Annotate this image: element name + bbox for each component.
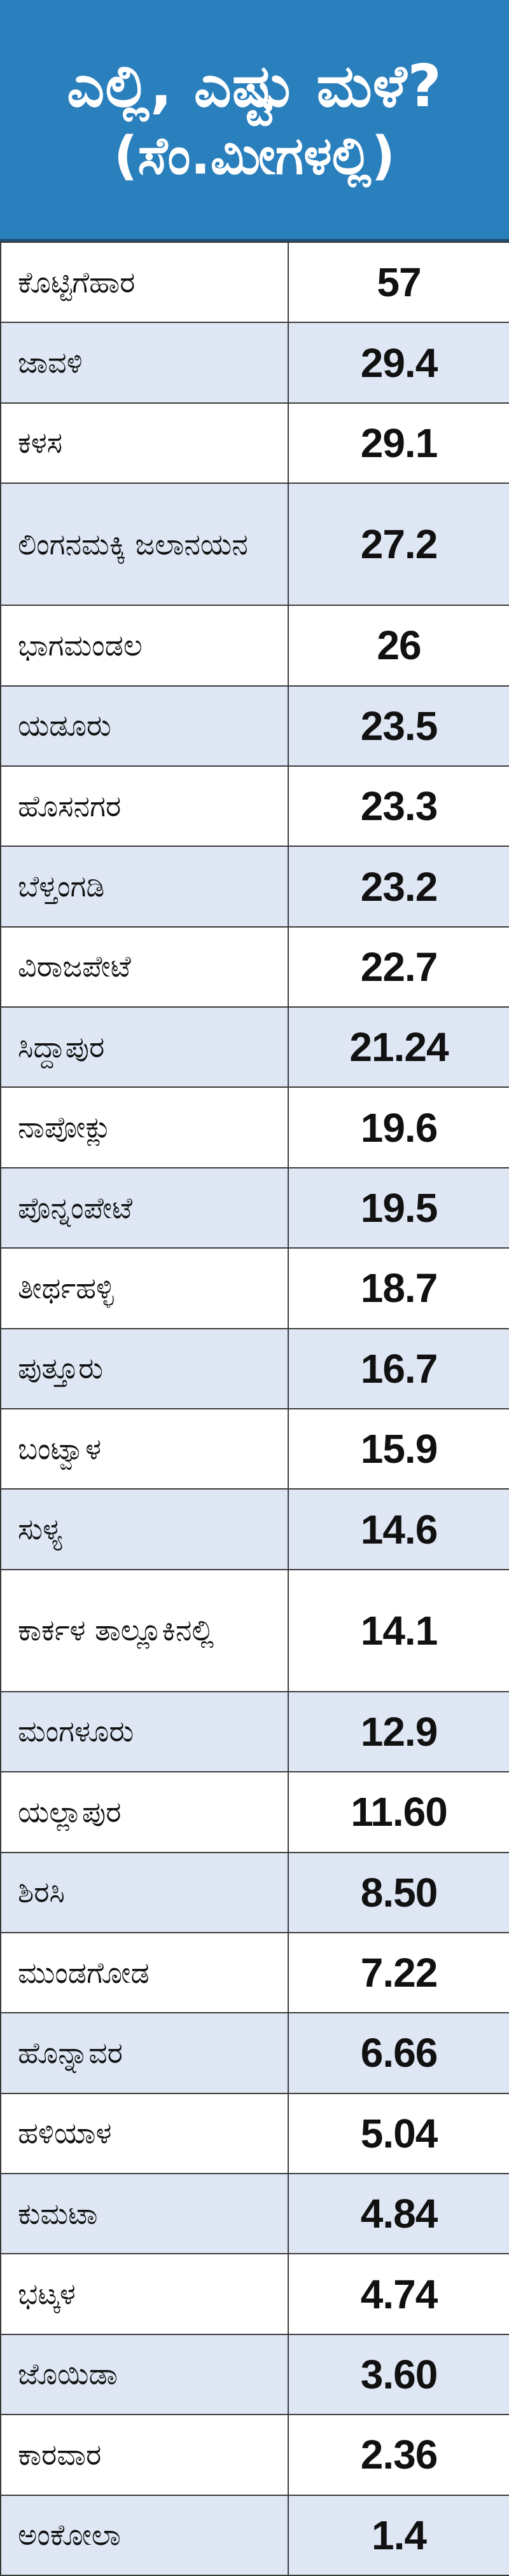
rainfall-value: 6.66: [288, 2012, 509, 2094]
table-row: ಹಳಿಯಾಳ 5.04: [0, 2092, 509, 2175]
rainfall-value: 5.04: [288, 2092, 509, 2175]
place-name: ಲಿಂಗನಮಕ್ಕಿ ಜಲಾನಯನ: [0, 483, 289, 606]
rainfall-value: 4.84: [288, 2173, 509, 2255]
table-row: ನಾಪೋಕ್ಲು 19.6: [0, 1086, 509, 1168]
rainfall-value: 26: [288, 605, 509, 687]
rainfall-value: 15.9: [288, 1408, 509, 1490]
rainfall-value: 7.22: [288, 1931, 509, 2014]
place-name: ಕಾರವಾರ: [0, 2414, 289, 2496]
place-name: ಯಲ್ಲಾಪುರ: [0, 1771, 289, 1853]
place-name: ಹಳಿಯಾಳ: [0, 2092, 289, 2175]
table-row: ಕಾರ್ಕಳ ತಾಲ್ಲೂಕಿನಲ್ಲಿ 14.1: [0, 1568, 509, 1692]
table-row: ಕೊಟ್ಟಿಗೆಹಾರ 57: [0, 241, 509, 324]
place-name: ಜೊಯಿಡಾ: [0, 2333, 289, 2416]
rainfall-value: 23.3: [288, 765, 509, 847]
rainfall-value: 14.1: [288, 1568, 509, 1692]
place-name: ಕುಮಟಾ: [0, 2173, 289, 2255]
rainfall-value: 22.7: [288, 926, 509, 1008]
place-name: ಪುತ್ತೂರು: [0, 1327, 289, 1409]
place-name: ಯಡೂರು: [0, 685, 289, 767]
place-name: ಬೆಳ್ತಂಗಡಿ: [0, 846, 289, 928]
rainfall-value: 27.2: [288, 483, 509, 606]
place-name: ಹೊನ್ನಾವರ: [0, 2012, 289, 2094]
rainfall-value: 3.60: [288, 2333, 509, 2416]
table-row: ಕುಮಟಾ 4.84: [0, 2173, 509, 2255]
table-row: ಶಿರಸಿ 8.50: [0, 1851, 509, 1933]
place-name: ಜಾವಳಿ: [0, 322, 289, 404]
rainfall-value: 29.4: [288, 322, 509, 404]
place-name: ಭಾಗಮಂಡಲ: [0, 605, 289, 687]
place-name: ಭಟ್ಕಳ: [0, 2253, 289, 2335]
rainfall-value: 19.5: [288, 1167, 509, 1249]
place-name: ಸಿದ್ದಾಪುರ: [0, 1006, 289, 1088]
rainfall-value: 19.6: [288, 1086, 509, 1168]
table-row: ಹೊನ್ನಾವರ 6.66: [0, 2012, 509, 2094]
rainfall-value: 18.7: [288, 1247, 509, 1329]
table-row: ಭಾಗಮಂಡಲ 26: [0, 605, 509, 687]
rainfall-value: 29.1: [288, 402, 509, 484]
place-name: ತೀರ್ಥಹಳ್ಳಿ: [0, 1247, 289, 1329]
rainfall-value: 2.36: [288, 2414, 509, 2496]
table-row: ಸಿದ್ದಾಪುರ 21.24: [0, 1006, 509, 1088]
table-row: ಭಟ್ಕಳ 4.74: [0, 2253, 509, 2335]
table-row: ಬೆಳ್ತಂಗಡಿ 23.2: [0, 846, 509, 928]
place-name: ಕೊಟ್ಟಿಗೆಹಾರ: [0, 241, 289, 324]
table-row: ಬಂಟ್ವಾಳ 15.9: [0, 1408, 509, 1490]
table-row: ಸುಳ್ಯ 14.6: [0, 1488, 509, 1570]
table-row: ಜಾವಳಿ 29.4: [0, 322, 509, 404]
rainfall-value: 23.2: [288, 846, 509, 928]
rainfall-value: 11.60: [288, 1771, 509, 1853]
table-row: ಯಡೂರು 23.5: [0, 685, 509, 767]
place-name: ಬಂಟ್ವಾಳ: [0, 1408, 289, 1490]
place-name: ಕಳಸ: [0, 402, 289, 484]
rainfall-value: 12.9: [288, 1690, 509, 1773]
title-line-2: (ಸೆಂ.ಮೀಗಳಲ್ಲಿ): [113, 125, 396, 186]
rainfall-value: 21.24: [288, 1006, 509, 1088]
place-name: ಕಾರ್ಕಳ ತಾಲ್ಲೂಕಿನಲ್ಲಿ: [0, 1568, 289, 1692]
table-row: ಜೊಯಿಡಾ 3.60: [0, 2333, 509, 2416]
table-row: ಕಾರವಾರ 2.36: [0, 2414, 509, 2496]
table-row: ಮುಂಡಗೋಡ 7.22: [0, 1931, 509, 2014]
place-name: ಮಂಗಳೂರು: [0, 1690, 289, 1773]
place-name: ನಾಪೋಕ್ಲು: [0, 1086, 289, 1168]
place-name: ಮುಂಡಗೋಡ: [0, 1931, 289, 2014]
table-row: ಯಲ್ಲಾಪುರ 11.60: [0, 1771, 509, 1853]
table-row: ವಿರಾಜಪೇಟೆ 22.7: [0, 926, 509, 1008]
table-row: ಕಳಸ 29.1: [0, 402, 509, 484]
title-banner: ಎಲ್ಲಿ, ಎಷ್ಟು ಮಳೆ? (ಸೆಂ.ಮೀಗಳಲ್ಲಿ): [0, 0, 509, 242]
rainfall-value: 8.50: [288, 1851, 509, 1933]
table-row: ಪೊನ್ನಂಪೇಟೆ 19.5: [0, 1167, 509, 1249]
table-row: ಪುತ್ತೂರು 16.7: [0, 1327, 509, 1409]
table-row: ತೀರ್ಥಹಳ್ಳಿ 18.7: [0, 1247, 509, 1329]
rainfall-value: 16.7: [288, 1327, 509, 1409]
place-name: ಅಂಕೋಲಾ: [0, 2494, 289, 2576]
rainfall-value: 4.74: [288, 2253, 509, 2335]
place-name: ಸುಳ್ಯ: [0, 1488, 289, 1570]
place-name: ಶಿರಸಿ: [0, 1851, 289, 1933]
table-row: ಲಿಂಗನಮಕ್ಕಿ ಜಲಾನಯನ 27.2: [0, 483, 509, 606]
place-name: ವಿರಾಜಪೇಟೆ: [0, 926, 289, 1008]
rainfall-table: ಕೊಟ್ಟಿಗೆಹಾರ 57 ಜಾವಳಿ 29.4 ಕಳಸ 29.1 ಲಿಂಗನ…: [0, 241, 509, 2576]
title-line-1: ಎಲ್ಲಿ, ಎಷ್ಟು ಮಳೆ?: [67, 51, 442, 120]
rainfall-value: 23.5: [288, 685, 509, 767]
rainfall-value: 57: [288, 241, 509, 324]
place-name: ಹೊಸನಗರ: [0, 765, 289, 847]
table-row: ಅಂಕೋಲಾ 1.4: [0, 2494, 509, 2576]
place-name: ಪೊನ್ನಂಪೇಟೆ: [0, 1167, 289, 1249]
rainfall-value: 1.4: [288, 2494, 509, 2576]
table-row: ಮಂಗಳೂರು 12.9: [0, 1690, 509, 1773]
table-row: ಹೊಸನಗರ 23.3: [0, 765, 509, 847]
rainfall-value: 14.6: [288, 1488, 509, 1570]
